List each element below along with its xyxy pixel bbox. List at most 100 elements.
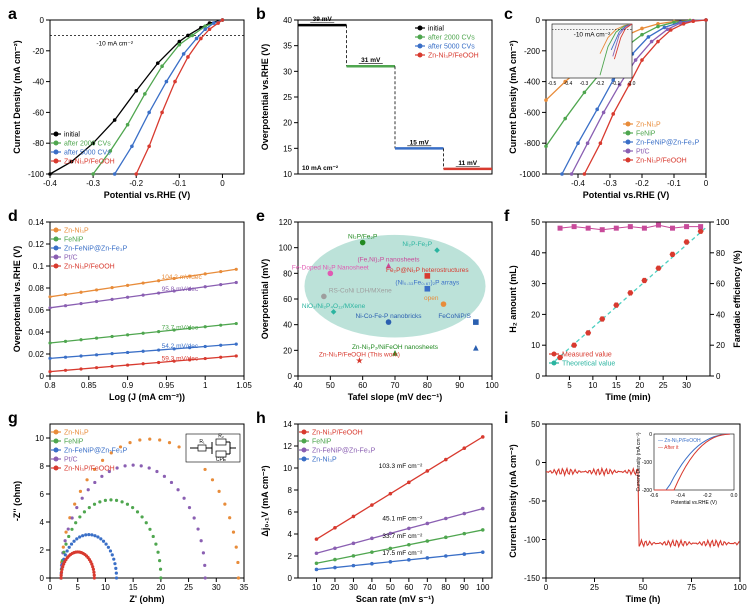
svg-text:10: 10 <box>312 583 321 592</box>
svg-text:120: 120 <box>279 218 293 227</box>
svg-text:-0.1: -0.1 <box>612 81 621 87</box>
svg-text:CPE: CPE <box>216 457 227 463</box>
svg-text:75: 75 <box>687 583 696 592</box>
svg-text:1.05: 1.05 <box>236 381 252 390</box>
svg-text:70: 70 <box>423 583 432 592</box>
panel-a: a-0.4-0.3-0.2-0.10-100-80-60-40-200Poten… <box>8 8 252 204</box>
svg-text:0: 0 <box>544 583 549 592</box>
svg-text:54.2 mV/dec: 54.2 mV/dec <box>162 343 199 350</box>
panel-f: f5101520253001020304050Time (min)H₂ amou… <box>504 210 748 406</box>
svg-text:FeNiP: FeNiP <box>64 439 84 446</box>
svg-text:-10 mA cm⁻²: -10 mA cm⁻² <box>96 40 133 47</box>
svg-text:-600: -600 <box>524 108 541 117</box>
svg-text:H₂ amount (mL): H₂ amount (mL) <box>508 265 518 333</box>
svg-text:initial: initial <box>428 26 444 33</box>
svg-text:60: 60 <box>716 280 725 289</box>
svg-text:Zn-Ni₃P/FeOOH: Zn-Ni₃P/FeOOH <box>64 159 115 166</box>
svg-text:5: 5 <box>567 381 572 390</box>
svg-text:Z' (ohm): Z' (ohm) <box>129 594 164 604</box>
svg-text:— After it: — After it <box>658 445 679 451</box>
svg-text:100: 100 <box>476 583 490 592</box>
svg-text:73.7 mV/dec: 73.7 mV/dec <box>162 325 199 332</box>
svg-text:Overpotential vs.RHE (V): Overpotential vs.RHE (V) <box>260 44 270 151</box>
svg-text:— Zn-Ni₃P/FeOOH: — Zn-Ni₃P/FeOOH <box>658 438 701 444</box>
svg-text:20: 20 <box>283 346 292 355</box>
svg-text:-100: -100 <box>642 460 652 466</box>
svg-text:20: 20 <box>635 381 644 390</box>
svg-text:FeNiP: FeNiP <box>312 439 332 446</box>
panel-label: a <box>8 6 17 24</box>
svg-text:Current Density (mA cm⁻²): Current Density (mA cm⁻²) <box>636 432 642 491</box>
svg-text:Zn-Ni₃P/FeOOH: Zn-Ni₃P/FeOOH <box>64 264 115 271</box>
svg-text:Zn-Ni₃P: Zn-Ni₃P <box>64 430 89 437</box>
svg-text:6: 6 <box>40 490 45 499</box>
svg-text:Time (h): Time (h) <box>626 594 661 604</box>
svg-text:-150: -150 <box>524 574 541 583</box>
svg-text:100: 100 <box>279 244 293 253</box>
svg-text:10: 10 <box>531 341 540 350</box>
svg-text:4: 4 <box>40 518 45 527</box>
svg-text:40: 40 <box>283 16 292 25</box>
svg-text:Overpotential vs.RHE (V): Overpotential vs.RHE (V) <box>12 246 22 353</box>
svg-text:10: 10 <box>35 434 44 443</box>
svg-text:10: 10 <box>283 464 292 473</box>
svg-text:2: 2 <box>288 552 293 561</box>
svg-text:Ni₂P/Fe₂P: Ni₂P/Fe₂P <box>348 234 377 241</box>
svg-text:-800: -800 <box>524 139 541 148</box>
panel-label: i <box>504 410 508 428</box>
svg-text:0.04: 0.04 <box>28 328 44 337</box>
svg-text:-0.4: -0.4 <box>676 493 685 499</box>
svg-text:NiO₂/Ni₂P₄O₁₂/MXene: NiO₂/Ni₂P₄O₁₂/MXene <box>302 303 366 310</box>
svg-text:-0.4: -0.4 <box>43 179 57 188</box>
svg-text:80: 80 <box>423 381 432 390</box>
svg-text:1: 1 <box>203 381 208 390</box>
svg-text:50: 50 <box>326 381 335 390</box>
svg-text:Zn-Ni₃P: Zn-Ni₃P <box>636 122 661 129</box>
svg-text:Zn-Ni₃P₂/NiFeOH nanosheets: Zn-Ni₃P₂/NiFeOH nanosheets <box>352 344 439 351</box>
svg-text:0: 0 <box>536 372 541 381</box>
svg-text:0: 0 <box>40 16 45 25</box>
svg-text:25: 25 <box>283 93 292 102</box>
panel-d: d0.80.850.90.9511.0500.020.040.060.080.1… <box>8 210 252 406</box>
svg-text:-1000: -1000 <box>520 170 541 179</box>
svg-text:50: 50 <box>386 583 395 592</box>
svg-text:-0.4: -0.4 <box>571 179 585 188</box>
svg-text:Pt/C: Pt/C <box>64 255 78 262</box>
svg-text:40: 40 <box>294 381 303 390</box>
svg-text:(Ni₀.₃₃Fe₀.₆₇)₂P arrays: (Ni₀.₃₃Fe₀.₆₇)₂P arrays <box>395 280 460 287</box>
svg-text:0: 0 <box>48 583 53 592</box>
svg-text:90: 90 <box>460 583 469 592</box>
svg-text:Current Density (mA cm⁻²): Current Density (mA cm⁻²) <box>12 40 22 153</box>
svg-text:Δj₀.₁V (mA cm⁻²): Δj₀.₁V (mA cm⁻²) <box>260 465 270 536</box>
svg-text:0: 0 <box>536 459 541 468</box>
svg-text:0: 0 <box>649 432 652 438</box>
svg-text:0.06: 0.06 <box>28 306 44 315</box>
svg-text:103.3 mF cm⁻²: 103.3 mF cm⁻² <box>379 463 423 470</box>
svg-text:Zn-FeNiP@Zn-Fe₃P: Zn-FeNiP@Zn-Fe₃P <box>64 448 128 455</box>
svg-text:50: 50 <box>639 583 648 592</box>
svg-text:-20: -20 <box>32 47 44 56</box>
svg-text:-0.2: -0.2 <box>635 179 649 188</box>
svg-text:11 mV: 11 mV <box>458 160 477 167</box>
svg-text:0: 0 <box>40 574 45 583</box>
svg-text:Fe₂P@Ni₂P heterostructures: Fe₂P@Ni₂P heterostructures <box>386 267 469 274</box>
svg-text:0.0: 0.0 <box>731 493 738 499</box>
svg-text:0: 0 <box>220 179 225 188</box>
svg-text:0.08: 0.08 <box>28 284 44 293</box>
svg-text:0.85: 0.85 <box>81 381 97 390</box>
svg-text:17.5 mF cm⁻²: 17.5 mF cm⁻² <box>382 550 423 557</box>
svg-text:(Fe,Ni)₂P nanosheets: (Fe,Ni)₂P nanosheets <box>358 257 421 264</box>
svg-text:0: 0 <box>40 372 45 381</box>
svg-text:20: 20 <box>156 583 165 592</box>
svg-text:-0.1: -0.1 <box>667 179 681 188</box>
svg-text:Theoretical value: Theoretical value <box>562 361 615 368</box>
svg-text:10: 10 <box>588 381 597 390</box>
svg-text:Current Density (mA cm⁻²): Current Density (mA cm⁻²) <box>508 40 518 153</box>
svg-text:25: 25 <box>659 381 668 390</box>
svg-text:100: 100 <box>485 381 499 390</box>
svg-text:6: 6 <box>288 508 293 517</box>
svg-text:5: 5 <box>75 583 80 592</box>
panel-h: h10203040506070809010002468101214Scan ra… <box>256 412 500 608</box>
svg-text:20: 20 <box>716 341 725 350</box>
panel-c: c-0.4-0.3-0.2-0.10-1000-800-600-400-2000… <box>504 8 748 204</box>
